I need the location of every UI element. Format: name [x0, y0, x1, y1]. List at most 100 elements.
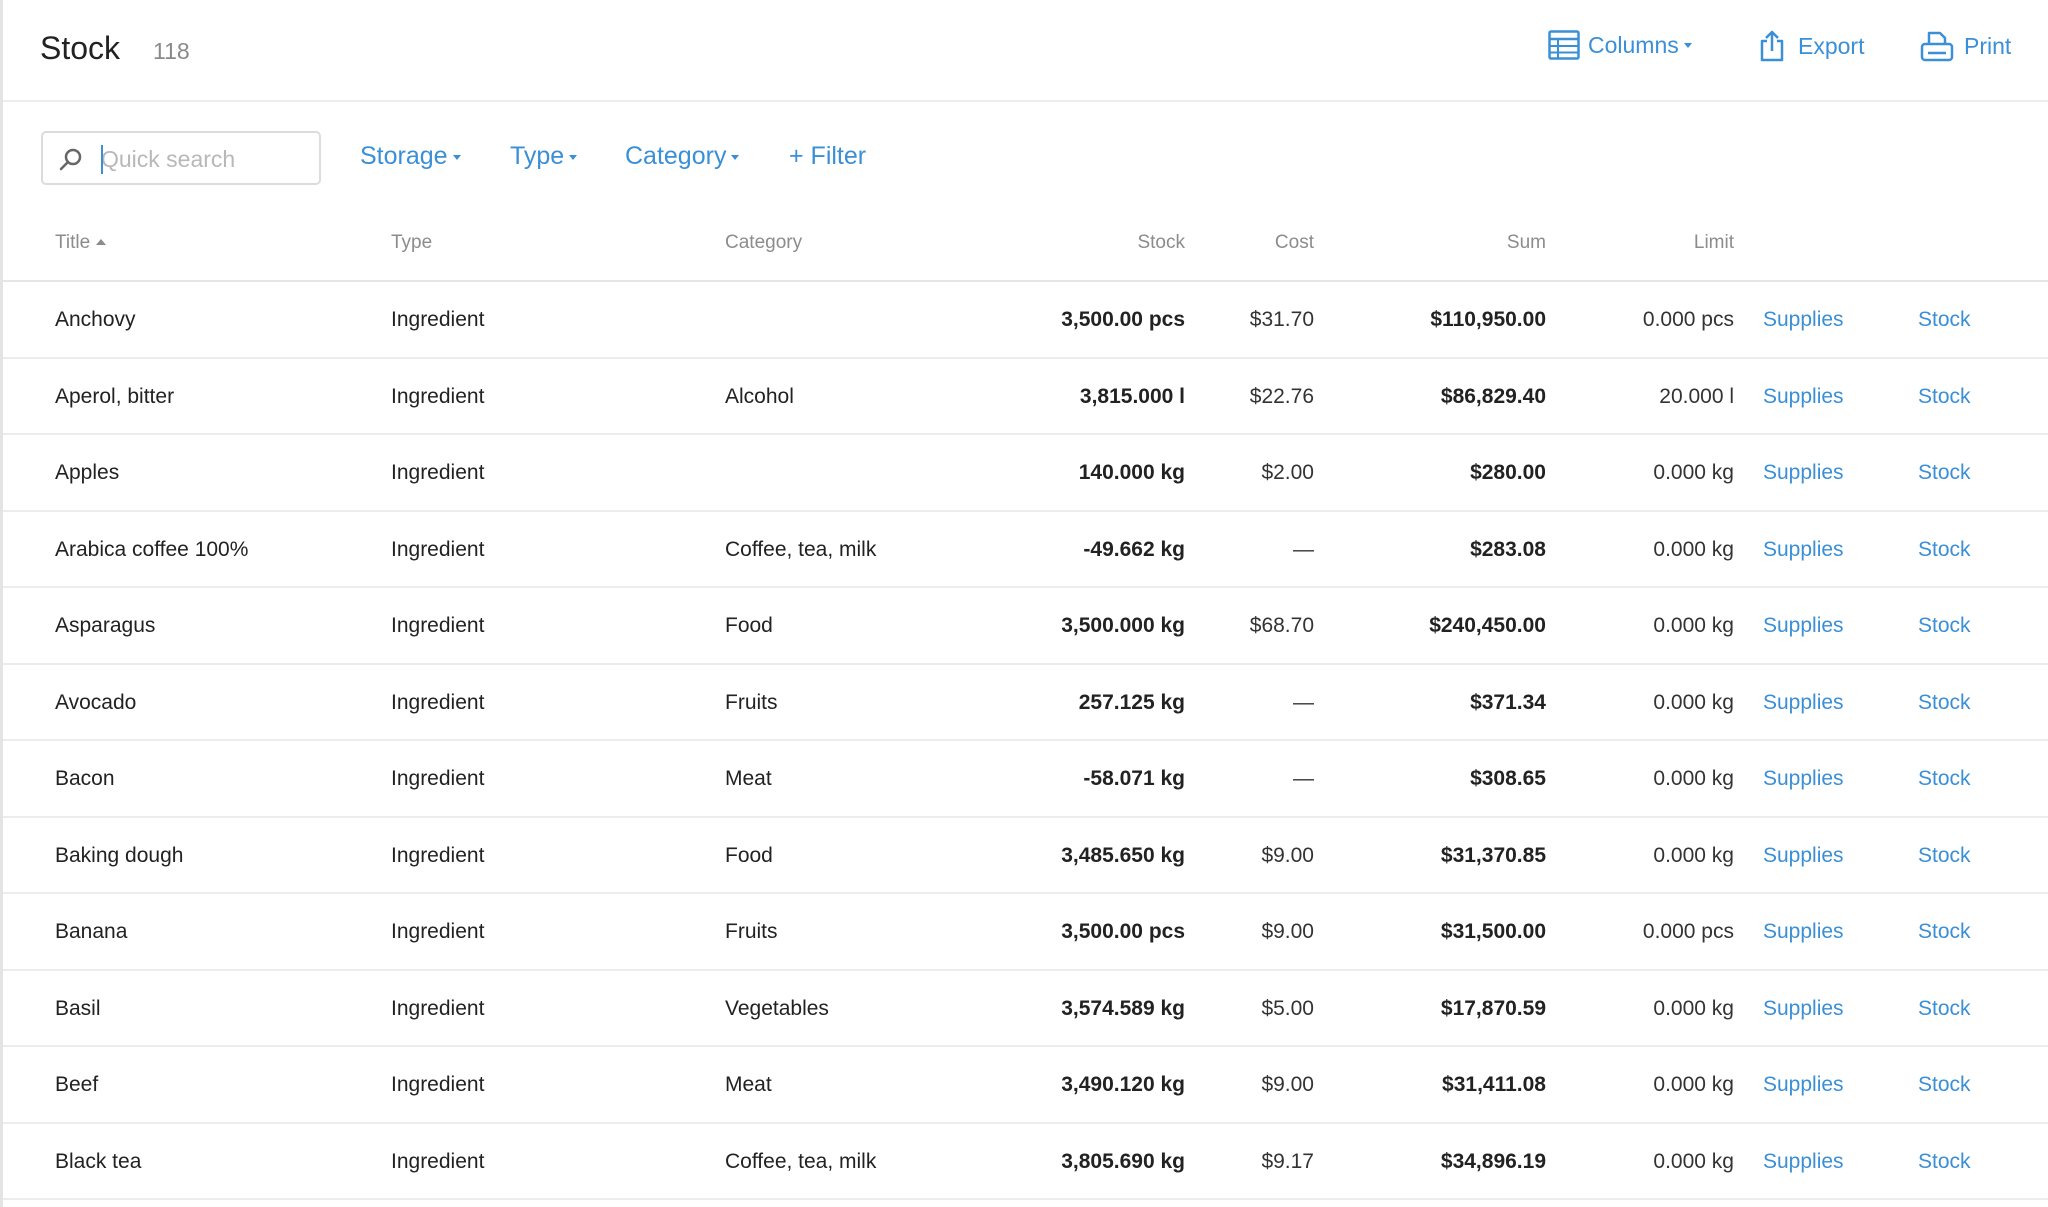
row-sum: $34,896.19 — [1440, 1149, 1546, 1173]
search-input[interactable] — [101, 143, 311, 175]
supplies-link[interactable]: Supplies — [1763, 461, 1844, 484]
table-grid-icon — [1548, 30, 1580, 60]
chevron-down-icon — [569, 154, 578, 160]
table-row[interactable]: Aperol, bitter Ingredient Alcohol 3,815.000… — [3, 359, 2048, 435]
column-header-cost[interactable]: Cost — [1274, 232, 1314, 253]
search-box[interactable] — [41, 131, 321, 185]
table-row[interactable]: Anchovy Ingredient 3,500.00 pcs $31.70 $110,… — [3, 282, 2048, 359]
column-header-sum[interactable]: Sum — [1506, 232, 1546, 253]
supplies-link[interactable]: Supplies — [1763, 690, 1844, 714]
table-row[interactable]: Arabica coffee 100% Ingredient Coffee, tea… — [3, 512, 2048, 588]
row-stock-amount: 3,485.650 kg — [1061, 843, 1185, 867]
print-button[interactable]: Print — [1920, 30, 2011, 62]
supplies-link[interactable]: Supplies — [1763, 537, 1844, 561]
table-row[interactable]: Baking dough Ingredient Food 3,485.650 kg $9… — [3, 818, 2048, 894]
row-stock-amount: 3,500.00 pcs — [1061, 308, 1185, 331]
row-cost: $22.76 — [1249, 384, 1314, 408]
supplies-link[interactable]: Supplies — [1763, 308, 1844, 331]
row-stock-amount: 3,574.589 kg — [1061, 996, 1185, 1020]
row-title: Black tea — [55, 1149, 142, 1173]
row-stock-amount: 3,805.690 kg — [1061, 1149, 1185, 1173]
stock-link[interactable]: Stock — [1918, 614, 1971, 637]
table-row[interactable]: Banana Ingredient Fruits 3,500.00 pcs $9.00 $… — [3, 894, 2048, 971]
row-category: Meat — [725, 767, 772, 790]
table-row[interactable]: Asparagus Ingredient Food 3,500.000 kg $68.7… — [3, 588, 2048, 665]
supplies-link[interactable]: Supplies — [1763, 767, 1844, 790]
row-type: Ingredient — [391, 537, 485, 561]
row-cost: $9.00 — [1261, 843, 1314, 867]
add-filter-button[interactable]: + Filter — [789, 142, 867, 170]
column-header-limit[interactable]: Limit — [1693, 232, 1734, 253]
row-sum: $31,370.85 — [1440, 843, 1546, 867]
export-button[interactable]: Export — [1758, 30, 1864, 62]
stock-link[interactable]: Stock — [1918, 1149, 1971, 1173]
row-limit: 20.000 l — [1659, 384, 1734, 408]
stock-link[interactable]: Stock — [1918, 996, 1971, 1020]
storage-filter[interactable]: Storage — [360, 142, 461, 171]
row-title: Basil — [55, 996, 101, 1020]
supplies-link[interactable]: Supplies — [1763, 843, 1844, 867]
table-row[interactable]: Bacon Ingredient Meat -58.071 kg — $308.65 0.0… — [3, 741, 2048, 818]
row-category: Alcohol — [725, 384, 794, 408]
row-type: Ingredient — [391, 996, 485, 1020]
row-type: Ingredient — [391, 690, 485, 714]
table-row[interactable]: Beef Ingredient Meat 3,490.120 kg $9.00 $31,4… — [3, 1047, 2048, 1124]
column-header-category[interactable]: Category — [725, 232, 803, 253]
column-header-type[interactable]: Type — [391, 232, 433, 253]
column-header-stock[interactable]: Stock — [1137, 232, 1185, 253]
supplies-link[interactable]: Supplies — [1763, 384, 1844, 408]
stock-link[interactable]: Stock — [1918, 1073, 1971, 1096]
supplies-link[interactable]: Supplies — [1763, 920, 1844, 943]
share-upload-icon — [1758, 30, 1786, 62]
row-stock-amount: 257.125 kg — [1078, 690, 1185, 714]
row-sum: $283.08 — [1470, 537, 1546, 561]
row-stock-amount: 3,500.000 kg — [1061, 614, 1185, 637]
row-cost: $5.00 — [1261, 996, 1314, 1020]
stock-link[interactable]: Stock — [1918, 461, 1971, 484]
stock-link[interactable]: Stock — [1918, 767, 1971, 790]
row-type: Ingredient — [391, 461, 485, 484]
stock-link[interactable]: Stock — [1918, 920, 1971, 943]
category-filter[interactable]: Category — [625, 142, 740, 171]
row-title: Avocado — [55, 690, 137, 714]
row-stock-amount: 140.000 kg — [1078, 461, 1185, 484]
stock-link[interactable]: Stock — [1918, 384, 1971, 408]
row-limit: 0.000 kg — [1653, 690, 1734, 714]
search-icon — [59, 147, 83, 171]
row-title: Apples — [55, 461, 120, 484]
columns-button[interactable]: Columns — [1548, 30, 1692, 60]
table-row[interactable]: Avocado Ingredient Fruits 257.125 kg — $371.3… — [3, 665, 2048, 741]
row-type: Ingredient — [391, 1073, 485, 1096]
export-label: Export — [1798, 32, 1865, 59]
supplies-link[interactable]: Supplies — [1763, 996, 1844, 1020]
column-header-title[interactable]: Title — [55, 232, 107, 254]
row-cost: $9.17 — [1261, 1149, 1314, 1173]
category-filter-label: Category — [625, 142, 727, 170]
row-stock-amount: 3,500.00 pcs — [1061, 920, 1185, 943]
row-limit: 0.000 kg — [1653, 1073, 1734, 1096]
supplies-link[interactable]: Supplies — [1763, 614, 1844, 637]
row-type: Ingredient — [391, 384, 485, 408]
table-header-divider — [3, 280, 2048, 282]
supplies-link[interactable]: Supplies — [1763, 1149, 1844, 1173]
type-filter[interactable]: Type — [510, 142, 578, 171]
table-row[interactable]: Apples Ingredient 140.000 kg $2.00 $280.00 0.… — [3, 435, 2048, 512]
row-sum: $17,870.59 — [1440, 996, 1546, 1020]
row-title: Anchovy — [55, 308, 136, 331]
row-limit: 0.000 kg — [1653, 1149, 1734, 1173]
row-sum: $110,950.00 — [1430, 308, 1546, 331]
stock-link[interactable]: Stock — [1918, 843, 1971, 867]
row-limit: 0.000 kg — [1653, 461, 1734, 484]
sort-ascending-icon — [96, 239, 107, 245]
table-row[interactable]: Basil Ingredient Vegetables 3,574.589 kg $5.… — [3, 971, 2048, 1047]
stock-link[interactable]: Stock — [1918, 690, 1971, 714]
row-cost: $68.70 — [1249, 614, 1314, 637]
chevron-down-icon — [731, 154, 740, 160]
supplies-link[interactable]: Supplies — [1763, 1073, 1844, 1096]
table-row[interactable]: Black tea Ingredient Coffee, tea, milk 3,80… — [3, 1124, 2048, 1200]
stock-link[interactable]: Stock — [1918, 537, 1971, 561]
stock-link[interactable]: Stock — [1918, 308, 1971, 331]
row-limit: 0.000 kg — [1653, 537, 1734, 561]
row-cost: $9.00 — [1261, 1073, 1314, 1096]
row-cost: $2.00 — [1261, 461, 1314, 484]
